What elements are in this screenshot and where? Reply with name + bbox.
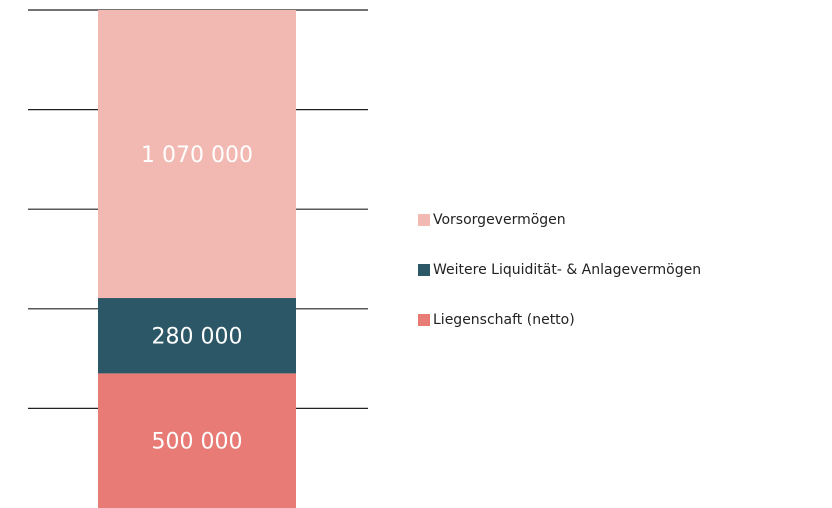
data-label: 280 000 [152,325,243,350]
legend-label: Vorsorgevermögen [433,212,566,228]
legend-swatch [418,314,430,326]
bar-segment [98,298,296,374]
bar-segment [98,373,296,508]
data-label: 500 000 [152,430,243,455]
legend-label: Liegenschaft (netto) [433,312,575,328]
bar-segment [98,10,296,299]
legend-swatch [418,264,430,276]
data-label: 1 070 000 [141,143,253,168]
legend-swatch [418,214,430,226]
legend-label: Weitere Liquidität- & Anlagevermögen [433,262,701,278]
